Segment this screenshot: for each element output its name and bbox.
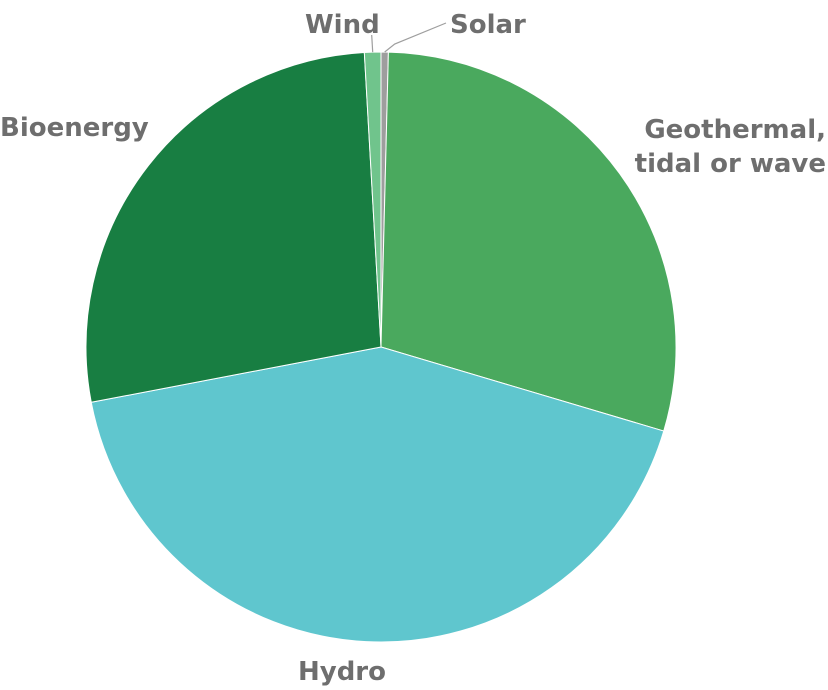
label-solar: Solar <box>450 10 526 40</box>
slice-wind <box>363 51 382 348</box>
label-geothermal-tidal-or-wave: Geothermal, tidal or wave <box>635 115 826 179</box>
label-line-hydro-0: Hydro <box>298 657 386 687</box>
slice-geothermal-tidal-or-wave <box>380 51 677 432</box>
callouts-layer <box>371 22 447 53</box>
label-hydro: Hydro <box>298 657 386 687</box>
slices-layer <box>85 51 677 643</box>
label-line-bioenergy-0: Bioenergy <box>0 113 149 143</box>
callout-line-wind <box>371 34 374 53</box>
label-line-geothermal-tidal-or-wave-1: tidal or wave <box>635 149 826 179</box>
label-line-geothermal-tidal-or-wave-0: Geothermal, <box>644 115 826 145</box>
slice-hydro <box>90 346 665 643</box>
label-line-wind-0: Wind <box>305 10 380 40</box>
labels-layer: Solar Geothermal, tidal or wave Hydro Bioene… <box>0 10 826 687</box>
label-bioenergy: Bioenergy <box>0 113 149 143</box>
callout-line-solar <box>384 22 447 53</box>
slice-bioenergy <box>85 51 382 403</box>
label-wind: Wind <box>305 10 380 40</box>
label-line-solar-0: Solar <box>450 10 526 40</box>
